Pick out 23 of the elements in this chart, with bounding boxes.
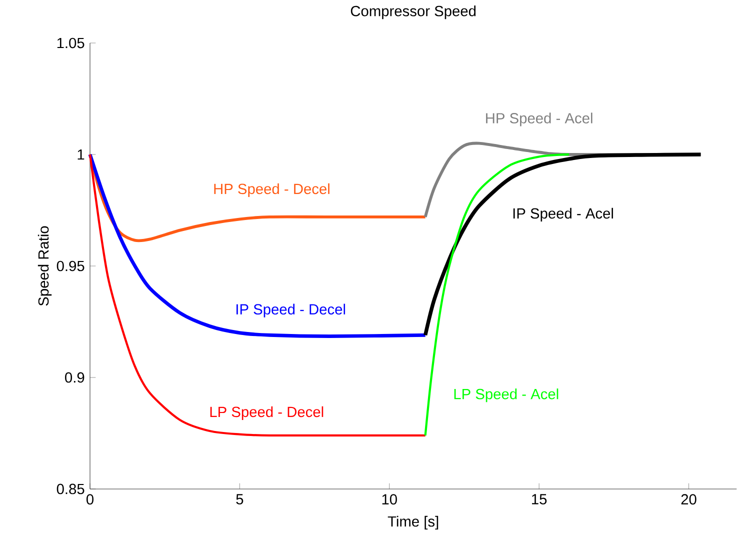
x-tick-label: 0 [86,494,94,505]
y-tick-label: 0.9 [65,372,84,383]
y-tick-label: 1 [78,149,84,160]
line-series [423,152,703,337]
x-tick-label: 5 [236,494,244,504]
y-tick-label: 1.05 [57,38,84,48]
line-series [88,152,428,338]
series-label: HP Speed - Decel [214,183,330,197]
x-tick-label: 15 [532,494,547,504]
x-tick-label: 10 [382,494,397,505]
series-label: IP Speed - Decel [236,304,346,318]
series-label: LP Speed - Decel [210,406,324,420]
series-label: HP Speed - Acel [486,112,592,126]
chart-title: Compressor Speed [350,6,476,20]
series-label: LP Speed - Acel [454,388,558,402]
x-tick-label: 20 [681,494,696,505]
series-label: IP Speed - Acel [513,208,613,222]
y-tick-label: 0.95 [56,260,84,272]
x-axis-title: Time [s] [388,516,438,530]
line-series [88,153,426,437]
y-tick-label: 0.85 [56,484,84,494]
line-series [424,153,570,437]
y-axis-title: Speed Ratio [38,226,52,306]
